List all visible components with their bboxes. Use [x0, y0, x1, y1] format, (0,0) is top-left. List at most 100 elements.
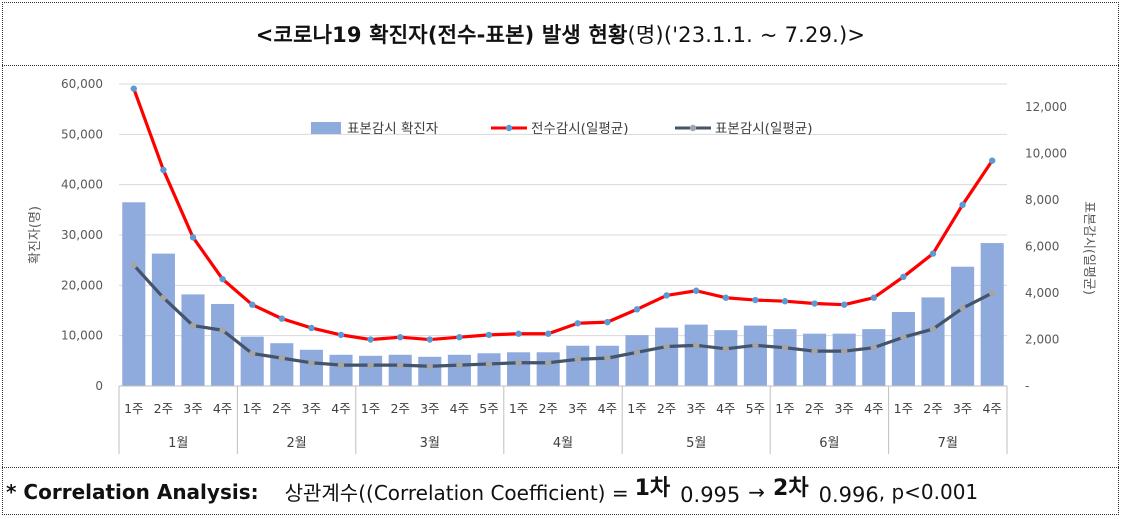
line-point [900, 273, 907, 281]
right-tick-label: 12,000 [1025, 100, 1067, 114]
line-point [722, 345, 729, 353]
line-point [959, 201, 966, 208]
x-tick-label: 4주 [598, 401, 617, 416]
line-point [308, 324, 315, 332]
line-point [456, 361, 463, 369]
line-point [515, 330, 522, 337]
x-tick-label: 3주 [686, 401, 705, 416]
legend-label-bar: 표본감시 확진자 [347, 121, 439, 137]
x-tick-label: 1주 [627, 401, 646, 416]
x-tick-label: 1주 [775, 401, 794, 416]
bar [299, 349, 323, 386]
line-point [219, 275, 226, 283]
line-point [426, 336, 433, 343]
x-tick-label: 4주 [331, 401, 350, 416]
footer-second: 2차 [773, 475, 809, 501]
line-point [219, 327, 226, 334]
line-point [456, 334, 463, 341]
bar [891, 312, 915, 386]
footer-first-value: 0.995 [680, 482, 741, 507]
bar [507, 352, 531, 386]
bar [684, 324, 708, 386]
chart-area: 0 10,000 20,000 30,000 40,000 50,000 60,000 - 2,… [2, 66, 1119, 467]
bar [418, 356, 442, 386]
footer-first: 1차 [634, 475, 671, 501]
left-tick-label: 50,000 [61, 127, 103, 141]
line-point [249, 301, 256, 308]
title-row: <코로나19 확진자(전수-표본) 발생 현황(명)('23.1.1. ~ 7.… [2, 2, 1119, 66]
bar [388, 354, 412, 386]
x-tick-label: 5주 [479, 401, 498, 416]
right-tick-label: 8,000 [1025, 193, 1059, 207]
line-point [367, 361, 374, 369]
line-point [959, 304, 966, 312]
title-main: <코로나19 확진자(전수-표본) 발생 현황 [255, 22, 628, 47]
legend-marker-sample [689, 124, 697, 132]
bar [714, 330, 738, 386]
footer-label: 상관계수((Correlation Coefficient) = [284, 481, 629, 505]
line-point [841, 347, 848, 355]
right-axis-title: 표본감시(일평균) [1081, 201, 1096, 295]
left-tick-label: 20,000 [61, 278, 103, 292]
line-point [989, 289, 996, 297]
line-point [929, 250, 937, 257]
x-tick-label: 3주 [568, 401, 587, 416]
x-tick-label: 1주 [124, 401, 143, 416]
x-tick-label: 2주 [923, 401, 942, 416]
line-point [160, 166, 167, 174]
line-point [604, 318, 611, 326]
x-tick-label: 3주 [183, 401, 202, 416]
x-tick-label: 4주 [982, 401, 1001, 416]
line-point [693, 342, 700, 349]
footer-p-value: , p<0.001 [878, 479, 979, 504]
line-point [367, 336, 374, 343]
line-point [249, 350, 256, 357]
line-point [574, 320, 581, 327]
left-tick-label: 60,000 [61, 77, 103, 91]
line-point [811, 300, 818, 307]
footer-prefix: * Correlation Analysis: [6, 479, 259, 504]
x-tick-label: 1주 [509, 401, 528, 416]
legend-swatch-bar [311, 122, 341, 134]
bar [536, 352, 560, 386]
bar [151, 253, 175, 386]
legend-label-total: 전수감시(일평균) [531, 121, 628, 137]
line-point [308, 359, 315, 366]
x-tick-label: 1주 [894, 401, 913, 416]
x-tick-label: 2주 [154, 401, 173, 416]
line-point [485, 331, 493, 339]
left-tick-label: 10,000 [61, 329, 103, 343]
x-tick-label: 1주 [242, 401, 261, 416]
month-label: 2월 [286, 436, 306, 451]
line-point [663, 343, 670, 350]
bar [447, 354, 471, 386]
bar [951, 266, 975, 386]
bar [211, 303, 235, 386]
footer-second-value: 0.996 [818, 482, 879, 507]
line-point [426, 363, 433, 370]
line-point [870, 344, 877, 351]
x-tick-label: 5주 [746, 401, 765, 416]
line-point [189, 234, 197, 241]
line-point [130, 262, 137, 269]
line-point [693, 287, 700, 294]
x-tick-label: 1주 [361, 401, 380, 416]
x-tick-label: 4주 [864, 401, 883, 416]
line-point [989, 157, 996, 164]
line-point [752, 296, 759, 304]
line-point [515, 359, 522, 366]
line-point [130, 85, 137, 92]
x-tick-label: 2주 [390, 401, 409, 416]
x-tick-label: 2주 [657, 401, 676, 416]
line-point [752, 342, 759, 349]
line-point [397, 361, 404, 369]
bar [329, 354, 353, 386]
bar [773, 329, 797, 386]
line-point [574, 356, 581, 363]
left-tick-label: 30,000 [61, 228, 103, 242]
bar [655, 327, 679, 386]
combo-chart: 0 10,000 20,000 30,000 40,000 50,000 60,000 - 2,… [28, 77, 1096, 454]
bar [803, 333, 827, 386]
x-tick-label: 2주 [538, 401, 557, 416]
bar [832, 333, 856, 386]
